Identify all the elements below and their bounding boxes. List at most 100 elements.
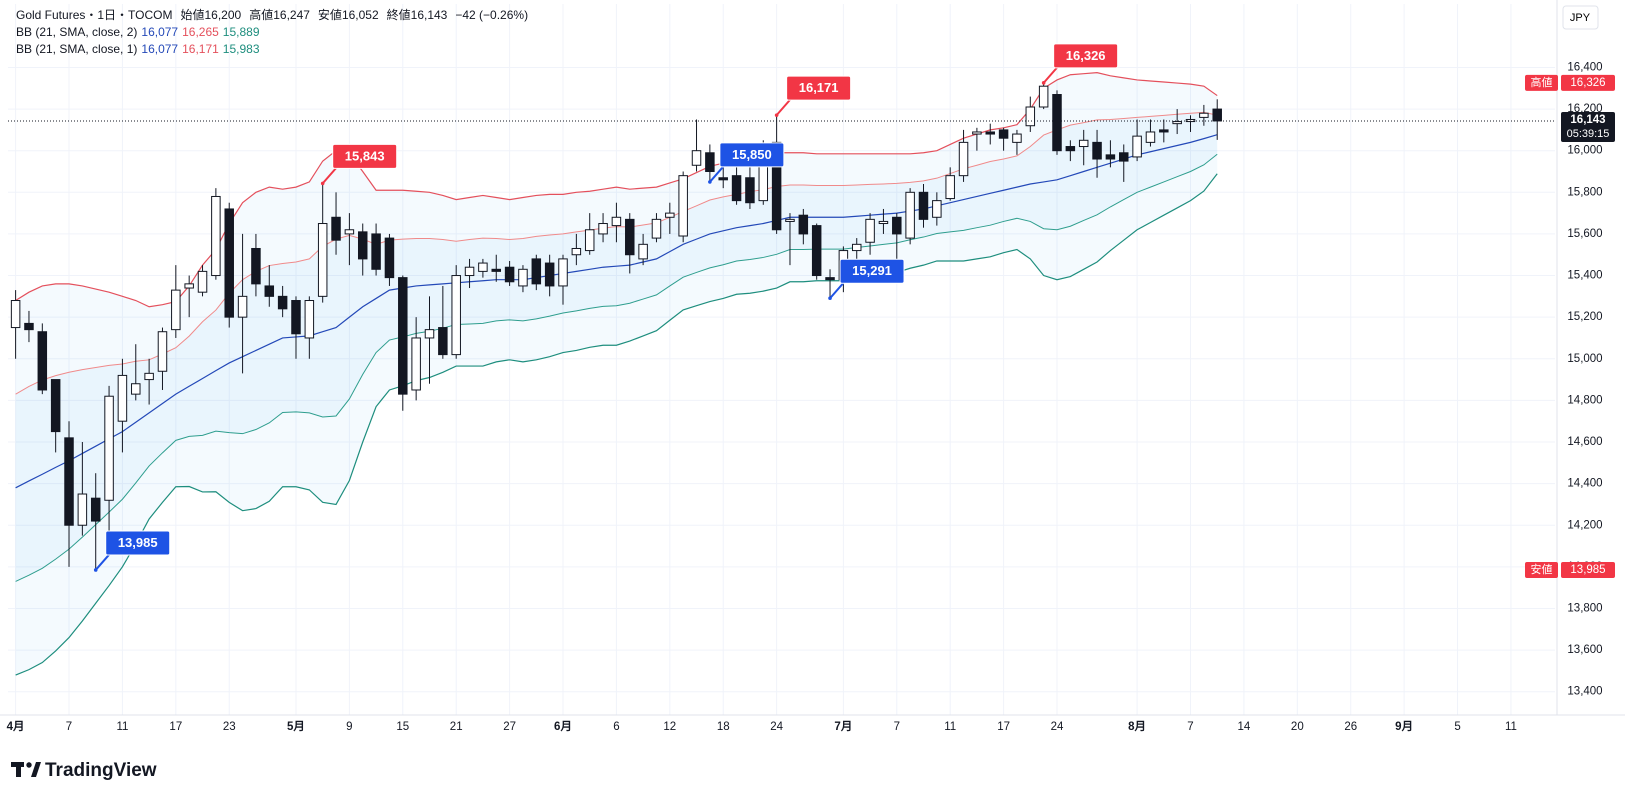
y-tick-label: 16,000 [1567, 145, 1602, 157]
y-tick-label: 13,800 [1567, 602, 1602, 614]
price-tag-value: 13,985 [1570, 564, 1605, 576]
y-tick-label: 16,400 [1567, 61, 1602, 73]
x-tick-label: 23 [223, 721, 236, 733]
x-tick-label: 26 [1344, 721, 1357, 733]
candle-body [464, 266, 475, 277]
candle-body [237, 295, 248, 318]
y-tick-label: 13,400 [1567, 686, 1602, 698]
x-tick-label: 27 [503, 721, 516, 733]
price-tag-name: 安値 [1531, 562, 1553, 576]
callout-pointer [1042, 66, 1059, 84]
callout-box [719, 142, 785, 168]
header-line: Gold Futures・1日・TOCOM 始値16,200 高値16,247 安値1… [16, 7, 532, 24]
candle-body [691, 150, 702, 166]
callout-dot [774, 113, 779, 117]
ohlc-value: 16,247 [273, 8, 310, 22]
callout-pointer [321, 166, 338, 185]
grid [8, 4, 1555, 715]
indicator-name: BB (21, SMA, close, 2) [16, 25, 138, 39]
candle-body [398, 277, 408, 395]
last-price-box [1561, 111, 1615, 142]
candle-body [64, 437, 74, 526]
ohlc-name: 安値 [317, 8, 342, 22]
candle-body [1052, 94, 1062, 152]
logo-icon [11, 762, 41, 777]
band-line [15, 134, 1218, 489]
candle-body [598, 223, 608, 235]
candle-body [331, 216, 341, 241]
last-price-countdown: 05:39:15 [1567, 128, 1610, 140]
candle-body [144, 372, 154, 381]
x-tick-label: 6 [613, 721, 619, 733]
callout-box [1053, 43, 1119, 69]
callout-label: 15,291 [852, 263, 892, 278]
candle-body [1159, 129, 1169, 133]
candle-body [571, 247, 582, 256]
indicator-legend: BB (21, SMA, close, 2) 16,077 16,265 15,889 [16, 24, 532, 41]
callout-dot [320, 181, 325, 186]
candle-body [104, 395, 114, 501]
candle-body [1119, 152, 1129, 162]
x-tick-label: 14 [1238, 721, 1251, 733]
x-tick-label: 7月 [834, 720, 852, 733]
candle-body [184, 283, 194, 289]
candle-body [771, 141, 782, 231]
candle-body [277, 295, 288, 310]
candle-body [504, 266, 515, 283]
x-tick-label: 7 [894, 721, 900, 733]
candle-body [90, 497, 101, 522]
candle-body [131, 383, 141, 395]
indicator-value: 16,077 [141, 42, 179, 56]
indicator-value: 16,171 [182, 42, 219, 56]
band-line [15, 173, 1218, 676]
callout-dot [1041, 81, 1046, 85]
price-tag-name-box [1525, 561, 1558, 578]
y-tick-label: 14,600 [1567, 436, 1602, 448]
ohlc-name: 高値 [249, 8, 274, 22]
callout-label: 16,171 [799, 80, 839, 95]
price-tag-value: 16,326 [1570, 77, 1605, 89]
x-tick-label: 7 [66, 721, 72, 733]
candle-body [998, 129, 1009, 139]
callout-box [105, 530, 171, 556]
candle-body [518, 268, 528, 287]
logo-text: TradingView [45, 760, 157, 781]
x-tick-label: 15 [396, 721, 409, 733]
candle-body [985, 131, 995, 135]
ohlc-value: 16,052 [341, 8, 379, 22]
candle-body [1105, 154, 1116, 160]
price-tag-box [1561, 74, 1615, 91]
x-tick-label: 9月 [1395, 720, 1413, 733]
indicator-legend: BB (21, SMA, close, 1) 16,077 16,171 15,983 [16, 41, 532, 58]
candle-body [344, 229, 355, 235]
band-line [15, 153, 1218, 582]
currency-box[interactable] [1562, 5, 1599, 30]
candle-body [544, 262, 555, 287]
candle-body [491, 268, 502, 272]
band-fill [15, 72, 1218, 676]
currency: JPY [1570, 12, 1591, 24]
callout-label: 13,985 [118, 535, 158, 550]
candle-body [211, 195, 221, 277]
x-tick-label: 12 [663, 721, 676, 733]
title: Gold Futures・1日・TOCOM [16, 8, 173, 22]
y-tick-label: 15,000 [1567, 353, 1602, 365]
candle-body [785, 218, 795, 222]
candle-body [611, 216, 622, 227]
last-price-value: 16,143 [1570, 114, 1605, 126]
candle-body [665, 212, 675, 218]
x-tick-label: 20 [1291, 721, 1304, 733]
candle-body [10, 300, 21, 329]
candle-body [251, 247, 261, 285]
callout-label: 15,843 [345, 148, 385, 163]
candle-body [1172, 121, 1182, 125]
candle-body [718, 177, 728, 181]
header: Gold Futures・1日・TOCOM 始値16,200 高値16,247 安値1… [16, 7, 532, 58]
indicator-value: 15,889 [222, 25, 260, 39]
candle-body [651, 218, 662, 239]
indicator-value: 16,077 [141, 25, 179, 39]
candle-body [424, 329, 435, 339]
candle-body [224, 208, 234, 318]
callout-pointer [709, 165, 725, 183]
x-tick-label: 6月 [554, 720, 572, 733]
